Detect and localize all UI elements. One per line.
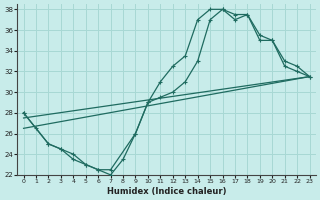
- X-axis label: Humidex (Indice chaleur): Humidex (Indice chaleur): [107, 187, 226, 196]
